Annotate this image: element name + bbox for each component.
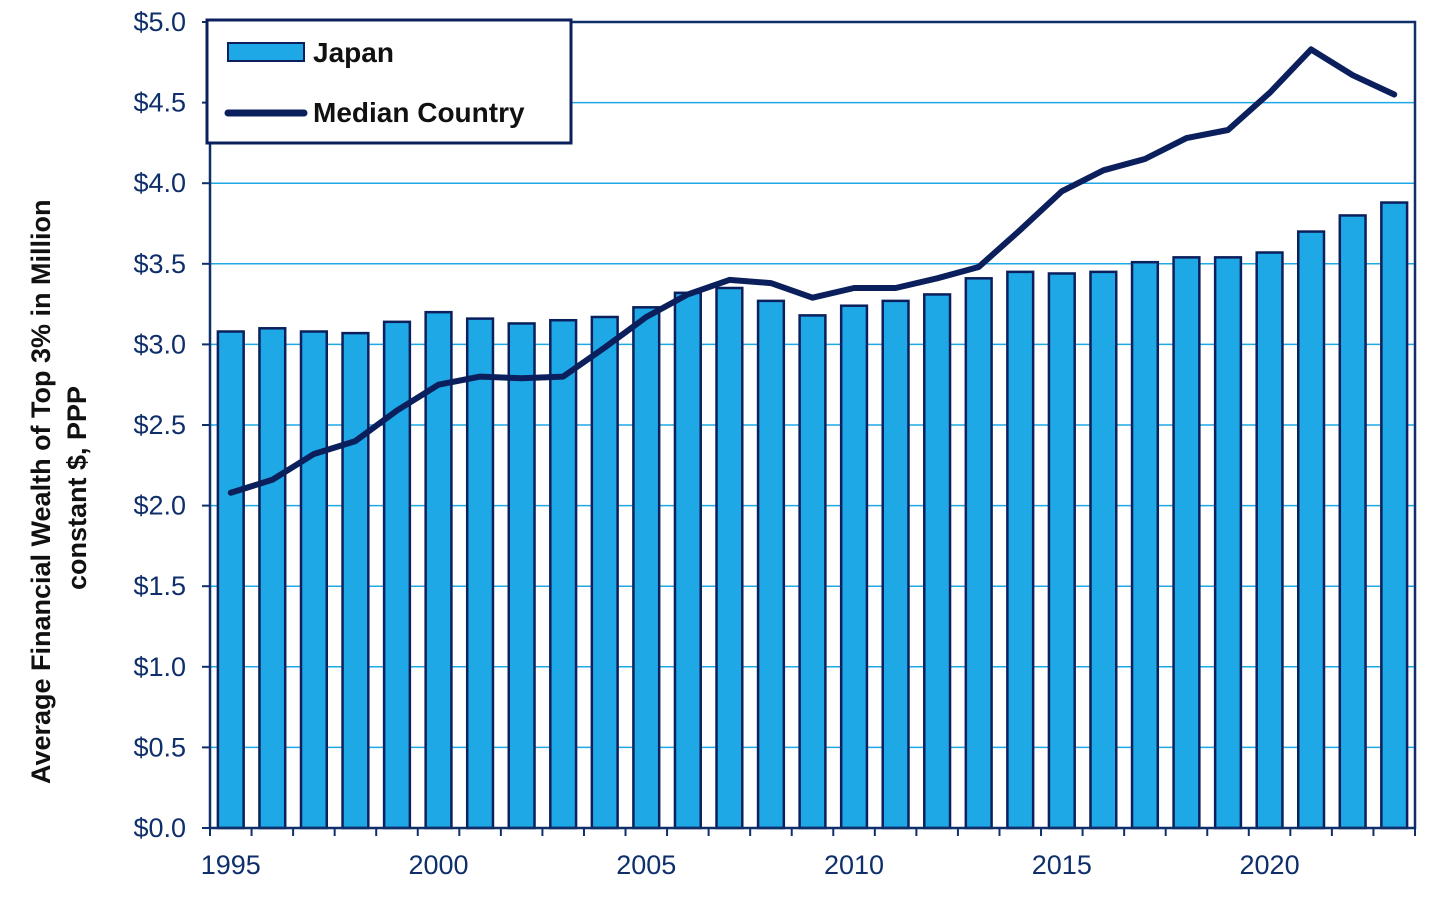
bar-japan-2015 xyxy=(1047,272,1076,830)
bar-japan-2004 xyxy=(590,315,619,830)
bar-japan-2012 xyxy=(923,293,952,830)
x-tick-label: 2005 xyxy=(616,850,676,880)
y-tick-label: $0.5 xyxy=(133,732,186,762)
y-tick-label: $4.0 xyxy=(133,168,186,198)
bar-japan-2010 xyxy=(839,304,869,830)
bar-japan-2001 xyxy=(465,317,495,830)
legend-label-median-country: Median Country xyxy=(313,97,525,128)
y-axis-title: Average Financial Wealth of Top 3% in Mi… xyxy=(26,192,92,784)
y-tick-label: $3.5 xyxy=(133,249,186,279)
x-axis-ticks: 1995 2000 2005 2010 2015 2020 xyxy=(201,828,1416,880)
bar-japan-2002 xyxy=(507,322,536,830)
bar-japan-2013 xyxy=(964,277,993,830)
x-tick-label: 2020 xyxy=(1240,850,1300,880)
bar-japan-2020 xyxy=(1255,251,1284,830)
bar-japan-1997 xyxy=(299,330,329,830)
legend: Japan Median Country xyxy=(205,18,573,145)
bar-japan-2017 xyxy=(1130,260,1160,830)
bar-japan-1998 xyxy=(341,331,370,830)
y-tick-label: $2.5 xyxy=(133,410,186,440)
bar-japan-2003 xyxy=(549,318,578,830)
bar-japan-2007 xyxy=(715,286,744,830)
bar-japan-2022 xyxy=(1338,214,1367,830)
legend-swatch-japan xyxy=(227,42,305,62)
y-tick-label: $3.0 xyxy=(133,329,186,359)
y-axis-title-line-2: constant $, PPP xyxy=(62,386,92,590)
x-tick-label: 1995 xyxy=(201,850,261,880)
bar-japan-2011 xyxy=(881,299,910,830)
bar-japan-2021 xyxy=(1296,230,1326,830)
y-tick-label: $2.0 xyxy=(133,491,186,521)
bar-japan-2018 xyxy=(1172,256,1201,830)
bar-japan-2009 xyxy=(798,314,827,830)
y-tick-label: $0.0 xyxy=(133,813,186,843)
y-tick-label: $4.5 xyxy=(133,88,186,118)
bar-series-japan xyxy=(216,201,1409,830)
bar-japan-1995 xyxy=(216,330,245,830)
line-series-median-country xyxy=(227,46,1398,496)
bar-japan-2019 xyxy=(1213,256,1243,830)
bar-japan-2008 xyxy=(756,299,786,830)
y-axis-ticks: $0.0 $0.5 $1.0 $1.5 $2.0 $2.5 $3.0 $3.5 $4.0 $4.5… xyxy=(133,7,210,843)
legend-label-japan: Japan xyxy=(313,37,394,68)
x-tick-label: 2000 xyxy=(408,850,468,880)
bar-japan-2016 xyxy=(1089,270,1118,830)
bar-japan-2006 xyxy=(673,291,702,830)
legend-box xyxy=(205,18,573,145)
y-tick-label: $1.0 xyxy=(133,652,186,682)
y-tick-label: $5.0 xyxy=(133,7,186,37)
y-axis-title-line-1: Average Financial Wealth of Top 3% in Mi… xyxy=(26,199,56,784)
y-tick-label: $1.5 xyxy=(133,571,186,601)
bar-japan-1999 xyxy=(382,320,412,830)
x-tick-label: 2010 xyxy=(824,850,884,880)
bar-japan-1996 xyxy=(258,327,287,830)
bar-japan-2014 xyxy=(1006,270,1035,830)
x-tick-label: 2015 xyxy=(1032,850,1092,880)
bar-japan-2023 xyxy=(1380,201,1409,830)
bar-japan-2005 xyxy=(632,306,661,830)
